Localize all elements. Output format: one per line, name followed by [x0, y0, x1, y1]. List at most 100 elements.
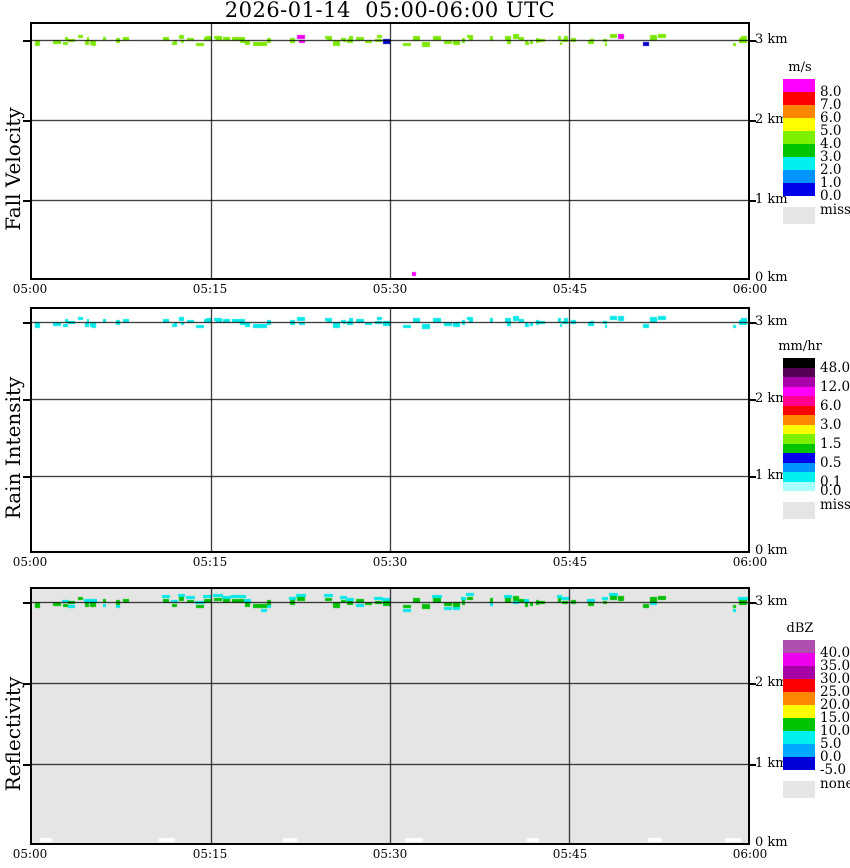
colorbar-tick-label: 48.0 — [820, 359, 850, 376]
height-tick-label: 2 km — [755, 675, 788, 690]
colorbar-segment — [783, 718, 815, 731]
x-tick-label: 05:45 — [552, 282, 588, 296]
axis-tick — [750, 764, 756, 766]
axis-tick — [750, 40, 756, 42]
colorbar-tick-label: 7.0 — [820, 97, 842, 113]
reflectivity-axis-label: Reflectivity — [1, 676, 25, 792]
colorbar-tick-label: 0.1 — [820, 473, 842, 490]
colorbar-segment — [783, 405, 815, 415]
colorbar-tick-label: 30.0 — [820, 671, 850, 687]
x-tick-label: 05:45 — [552, 847, 588, 861]
colorbar-segment — [783, 377, 815, 387]
colorbar-unit-label: dBZ — [786, 621, 814, 636]
colorbar-tick-label: 3.0 — [820, 149, 842, 165]
colorbar-missing-label: none — [820, 776, 850, 792]
colorbar-tick-label: 5.0 — [820, 123, 842, 139]
height-tick-label: 3 km — [755, 594, 788, 609]
colorbar-tick-label: 3.0 — [820, 416, 842, 433]
height-tick-label: 2 km — [755, 112, 788, 127]
fall-velocity-heatmap — [32, 24, 748, 278]
height-tick-label: 1 km — [755, 468, 788, 483]
colorbar-segment — [783, 679, 815, 692]
height-tick-label: 1 km — [755, 756, 788, 771]
colorbar-segment — [783, 472, 815, 482]
x-tick-label: 06:00 — [732, 555, 768, 569]
colorbar-segment — [783, 144, 815, 157]
rain-intensity-plot-frame — [30, 307, 750, 553]
axis-tick — [750, 120, 756, 122]
colorbar-tick-label: 4.0 — [820, 136, 842, 152]
colorbar-segment — [783, 118, 815, 131]
colorbar-tick-label: 1.5 — [820, 435, 842, 452]
colorbar-segment — [783, 705, 815, 718]
x-tick-label: 05:00 — [12, 282, 48, 296]
colorbar-missing-swatch — [783, 781, 815, 798]
x-tick-label: 06:00 — [732, 847, 768, 861]
colorbar-segment — [783, 79, 815, 92]
rain-intensity-axis-label: Rain Intensity — [1, 376, 25, 520]
colorbar-tick-label: 5.0 — [820, 736, 842, 752]
x-tick-label: 05:00 — [12, 847, 48, 861]
colorbar-tick-label: 10.0 — [820, 723, 850, 739]
axis-tick — [750, 602, 756, 604]
height-tick-label: 3 km — [755, 314, 788, 329]
figure-title: 2026-01-14 05:00-06:00 UTC — [224, 0, 556, 22]
colorbar-tick-label: 25.0 — [820, 684, 850, 700]
colorbar-missing-swatch — [783, 502, 815, 519]
axis-tick — [23, 602, 30, 604]
colorbar-tick-label: 0.0 — [820, 749, 842, 765]
axis-tick — [23, 683, 30, 685]
colorbar-segment — [783, 434, 815, 444]
x-tick-label: 05:00 — [12, 555, 48, 569]
height-tick-label: 0 km — [755, 270, 788, 285]
colorbar-tick-label: 2.0 — [820, 162, 842, 178]
colorbar-segment — [783, 358, 815, 368]
colorbar-tick-label: 0.5 — [820, 454, 842, 471]
colorbar-tick-label: -5.0 — [820, 762, 847, 778]
colorbar-segment — [783, 170, 815, 183]
colorbar-segment — [783, 92, 815, 105]
axis-tick — [750, 200, 756, 202]
colorbar-segment — [783, 666, 815, 679]
axis-tick — [23, 764, 30, 766]
colorbar-tick-label: 0.0 — [820, 188, 842, 204]
colorbar-missing-label: miss — [820, 497, 850, 513]
colorbar-tick-label: 1.0 — [820, 175, 842, 191]
x-tick-label: 05:45 — [552, 555, 588, 569]
height-tick-label: 2 km — [755, 391, 788, 406]
fall-velocity-plot-frame — [30, 22, 750, 280]
colorbar-tick-label: 6.0 — [820, 397, 842, 414]
colorbar-segment — [783, 183, 815, 196]
colorbar-segment — [783, 157, 815, 170]
axis-tick — [23, 322, 30, 324]
x-tick-label: 05:30 — [372, 282, 408, 296]
colorbar-segment — [783, 131, 815, 144]
colorbar-missing-swatch — [783, 207, 815, 224]
axis-tick — [23, 399, 30, 401]
x-tick-label: 05:30 — [372, 555, 408, 569]
colorbar-segment — [783, 462, 815, 472]
axis-tick — [750, 683, 756, 685]
fall-velocity-axis-label: Fall Velocity — [1, 107, 25, 231]
colorbar-tick-label: 6.0 — [820, 110, 842, 126]
colorbar-segment — [783, 396, 815, 406]
colorbar-segment — [783, 731, 815, 744]
height-tick-label: 1 km — [755, 192, 788, 207]
x-tick-label: 05:15 — [192, 282, 228, 296]
axis-tick — [750, 399, 756, 401]
colorbar-segment — [783, 653, 815, 666]
colorbar-tick-label: 15.0 — [820, 710, 850, 726]
height-tick-label: 3 km — [755, 32, 788, 47]
colorbar-unit-label: mm/hr — [778, 339, 822, 354]
axis-tick — [750, 476, 756, 478]
reflectivity-plot-frame — [30, 587, 750, 845]
colorbar-unit-label: m/s — [788, 60, 812, 75]
colorbar-segment — [783, 443, 815, 453]
colorbar-segment — [783, 453, 815, 463]
colorbar-tick-label: 8.0 — [820, 84, 842, 100]
axis-tick — [750, 322, 756, 324]
axis-tick — [23, 476, 30, 478]
colorbar-tick-label: 35.0 — [820, 658, 850, 674]
rain-intensity-heatmap — [32, 309, 748, 551]
colorbar-segment — [783, 481, 815, 491]
